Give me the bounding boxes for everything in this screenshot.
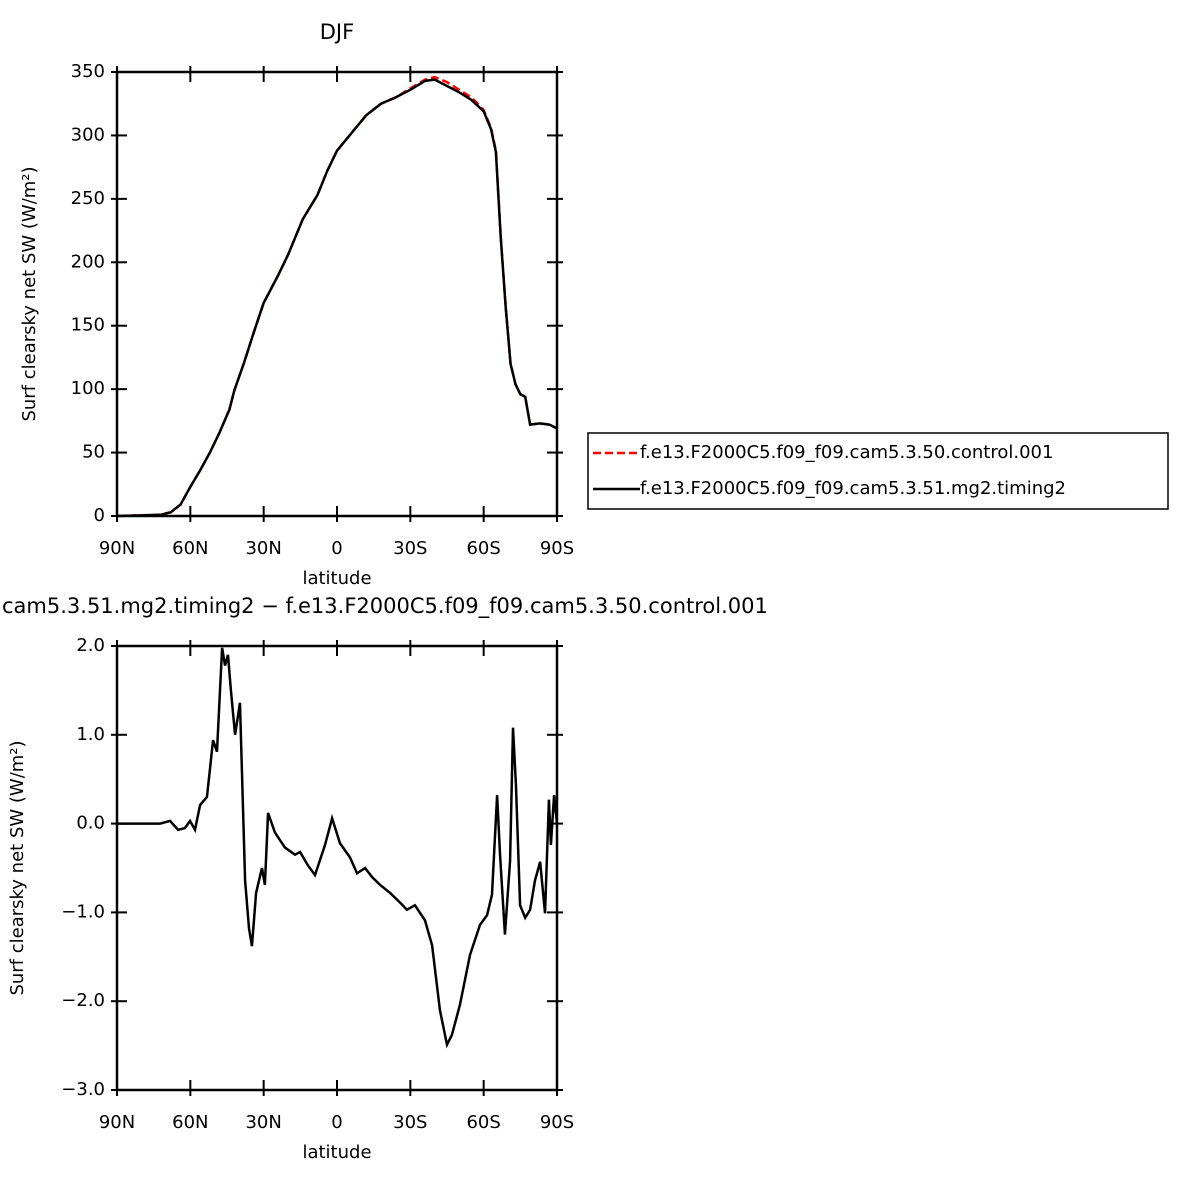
chart-title: cam5.3.51.mg2.timing2 − f.e13.F2000C5.f0… [2, 594, 768, 619]
y-tick-label: 150 [71, 315, 105, 336]
y-tick-label: 300 [71, 124, 105, 145]
legend-label: f.e13.F2000C5.f09_f09.cam5.3.50.control.… [640, 442, 1053, 463]
x-tick-label: 30N [245, 538, 281, 559]
y-tick-label: −1.0 [61, 901, 105, 922]
y-tick-label: 350 [71, 61, 105, 82]
y-axis-label: Surf clearsky net SW (W/m²) [7, 740, 28, 995]
x-tick-label: 0 [331, 1112, 342, 1133]
x-tick-label: 60N [172, 1112, 208, 1133]
data-line [116, 78, 558, 518]
y-tick-label: 200 [71, 251, 105, 272]
x-tick-label: 30N [245, 1112, 281, 1133]
plot-frame [115, 70, 559, 518]
x-tick-label: 90S [540, 538, 574, 559]
data-line [117, 647, 559, 1049]
x-tick-label: 30S [393, 538, 427, 559]
x-tick-label: 0 [331, 538, 342, 559]
chart-title: DJF [320, 20, 354, 44]
x-tick-label: 60S [466, 538, 500, 559]
y-tick-label: −2.0 [61, 990, 105, 1011]
y-axis-label: Surf clearsky net SW (W/m²) [19, 166, 40, 421]
plot-frame [115, 644, 559, 1092]
y-tick-label: 0.0 [76, 813, 105, 834]
y-tick-label: 2.0 [76, 635, 105, 656]
legend-label: f.e13.F2000C5.f09_f09.cam5.3.51.mg2.timi… [640, 478, 1066, 499]
x-tick-label: 90N [99, 538, 135, 559]
legend-box [587, 432, 1169, 510]
data-line [116, 75, 558, 518]
x-axis-label: latitude [302, 568, 371, 589]
y-tick-label: −3.0 [61, 1079, 105, 1100]
y-tick-label: 0 [94, 505, 105, 526]
x-tick-label: 90N [99, 1112, 135, 1133]
x-tick-label: 60S [466, 1112, 500, 1133]
x-axis-label: latitude [302, 1142, 371, 1163]
y-tick-label: 50 [82, 442, 105, 463]
y-tick-label: 250 [71, 188, 105, 209]
y-tick-label: 100 [71, 378, 105, 399]
x-tick-label: 60N [172, 538, 208, 559]
y-tick-label: 1.0 [76, 724, 105, 745]
x-tick-label: 30S [393, 1112, 427, 1133]
x-tick-label: 90S [540, 1112, 574, 1133]
